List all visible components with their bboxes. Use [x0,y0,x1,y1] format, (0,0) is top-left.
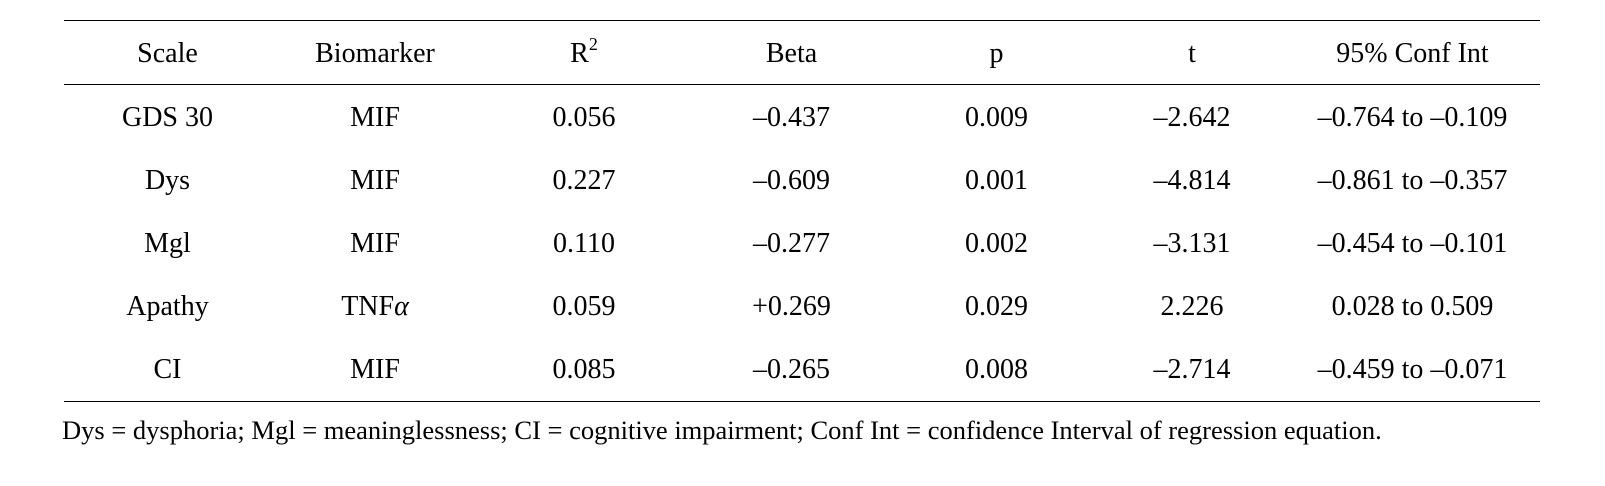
cell-beta: +0.269 [752,290,831,322]
header-t: t [1188,37,1196,69]
table-row: CI MIF 0.085 –0.265 0.008 –2.714 –0.459 … [64,338,1540,401]
cell-t: 2.226 [1160,290,1224,322]
cell-p: 0.002 [965,227,1028,259]
cell-biomarker-text: TNF [341,290,395,322]
cell-beta: –0.277 [753,227,830,259]
header-confidence-interval: 95% Conf Int [1336,37,1489,69]
cell-scale: GDS 30 [121,101,213,133]
cell-p: 0.001 [965,164,1028,196]
cell-confidence-interval: 0.028 to 0.509 [1331,290,1494,322]
header-r-squared: R2 [479,33,689,70]
cell-confidence-interval: –0.459 to –0.071 [1317,353,1508,385]
cell-biomarker: MIF [271,102,479,134]
table-row: Dys MIF 0.227 –0.609 0.001 –4.814 –0.861… [64,149,1540,212]
table-footnote: Dys = dysphoria; Mgl = meaninglessness; … [62,415,1382,445]
cell-r-squared: 0.085 [552,353,616,385]
cell-r-squared: 0.110 [553,227,615,259]
cell-biomarker-text: MIF [350,227,400,259]
cell-confidence-interval: –0.454 to –0.101 [1317,227,1508,259]
cell-scale: Dys [144,164,191,196]
cell-p: 0.009 [965,101,1028,133]
cell-beta: –0.609 [753,164,830,196]
table-header-rule [64,84,1540,85]
header-biomarker: Biomarker [315,37,435,69]
cell-p: 0.008 [965,353,1028,385]
table-row: GDS 30 MIF 0.056 –0.437 0.009 –2.642 –0.… [64,86,1540,149]
cell-beta: –0.437 [753,101,830,133]
cell-scale: Apathy [126,290,209,322]
table-top-rule [64,20,1540,21]
table-row: Mgl MIF 0.110 –0.277 0.002 –3.131 –0.454… [64,212,1540,275]
header-r-squared-exponent: 2 [588,33,598,54]
header-scale: Scale [137,37,198,69]
regression-table: Scale Biomarker R2 Beta p t 95% Conf Int… [64,20,1540,402]
header-beta: Beta [765,37,818,69]
header-r-squared-base: R [570,37,589,69]
cell-biomarker: MIF [271,354,479,386]
cell-biomarker: MIF [271,165,479,197]
cell-r-squared: 0.227 [552,164,616,196]
cell-biomarker: TNFα [271,291,479,323]
cell-biomarker-text: MIF [350,101,400,133]
cell-p: 0.029 [965,290,1028,322]
cell-scale: Mgl [144,227,191,259]
cell-confidence-interval: –0.861 to –0.357 [1317,164,1508,196]
cell-biomarker-text: MIF [350,353,400,385]
cell-t: –3.131 [1153,227,1231,259]
cell-scale: CI [153,353,182,385]
cell-beta: –0.265 [753,353,830,385]
cell-biomarker: MIF [271,228,479,260]
table-header-row: Scale Biomarker R2 Beta p t 95% Conf Int [64,21,1540,84]
cell-r-squared: 0.059 [552,290,616,322]
table-bottom-rule [64,401,1540,402]
cell-r-squared: 0.056 [552,101,616,133]
cell-t: –2.642 [1153,101,1231,133]
cell-confidence-interval: –0.764 to –0.109 [1317,101,1508,133]
header-p: p [989,37,1004,69]
table-body: GDS 30 MIF 0.056 –0.437 0.009 –2.642 –0.… [64,86,1540,401]
table-row: Apathy TNFα 0.059 +0.269 0.029 2.226 0.0… [64,275,1540,338]
cell-biomarker-text: MIF [350,164,400,196]
cell-t: –4.814 [1153,164,1231,196]
cell-t: –2.714 [1153,353,1231,385]
cell-biomarker-suffix: α [394,290,409,322]
